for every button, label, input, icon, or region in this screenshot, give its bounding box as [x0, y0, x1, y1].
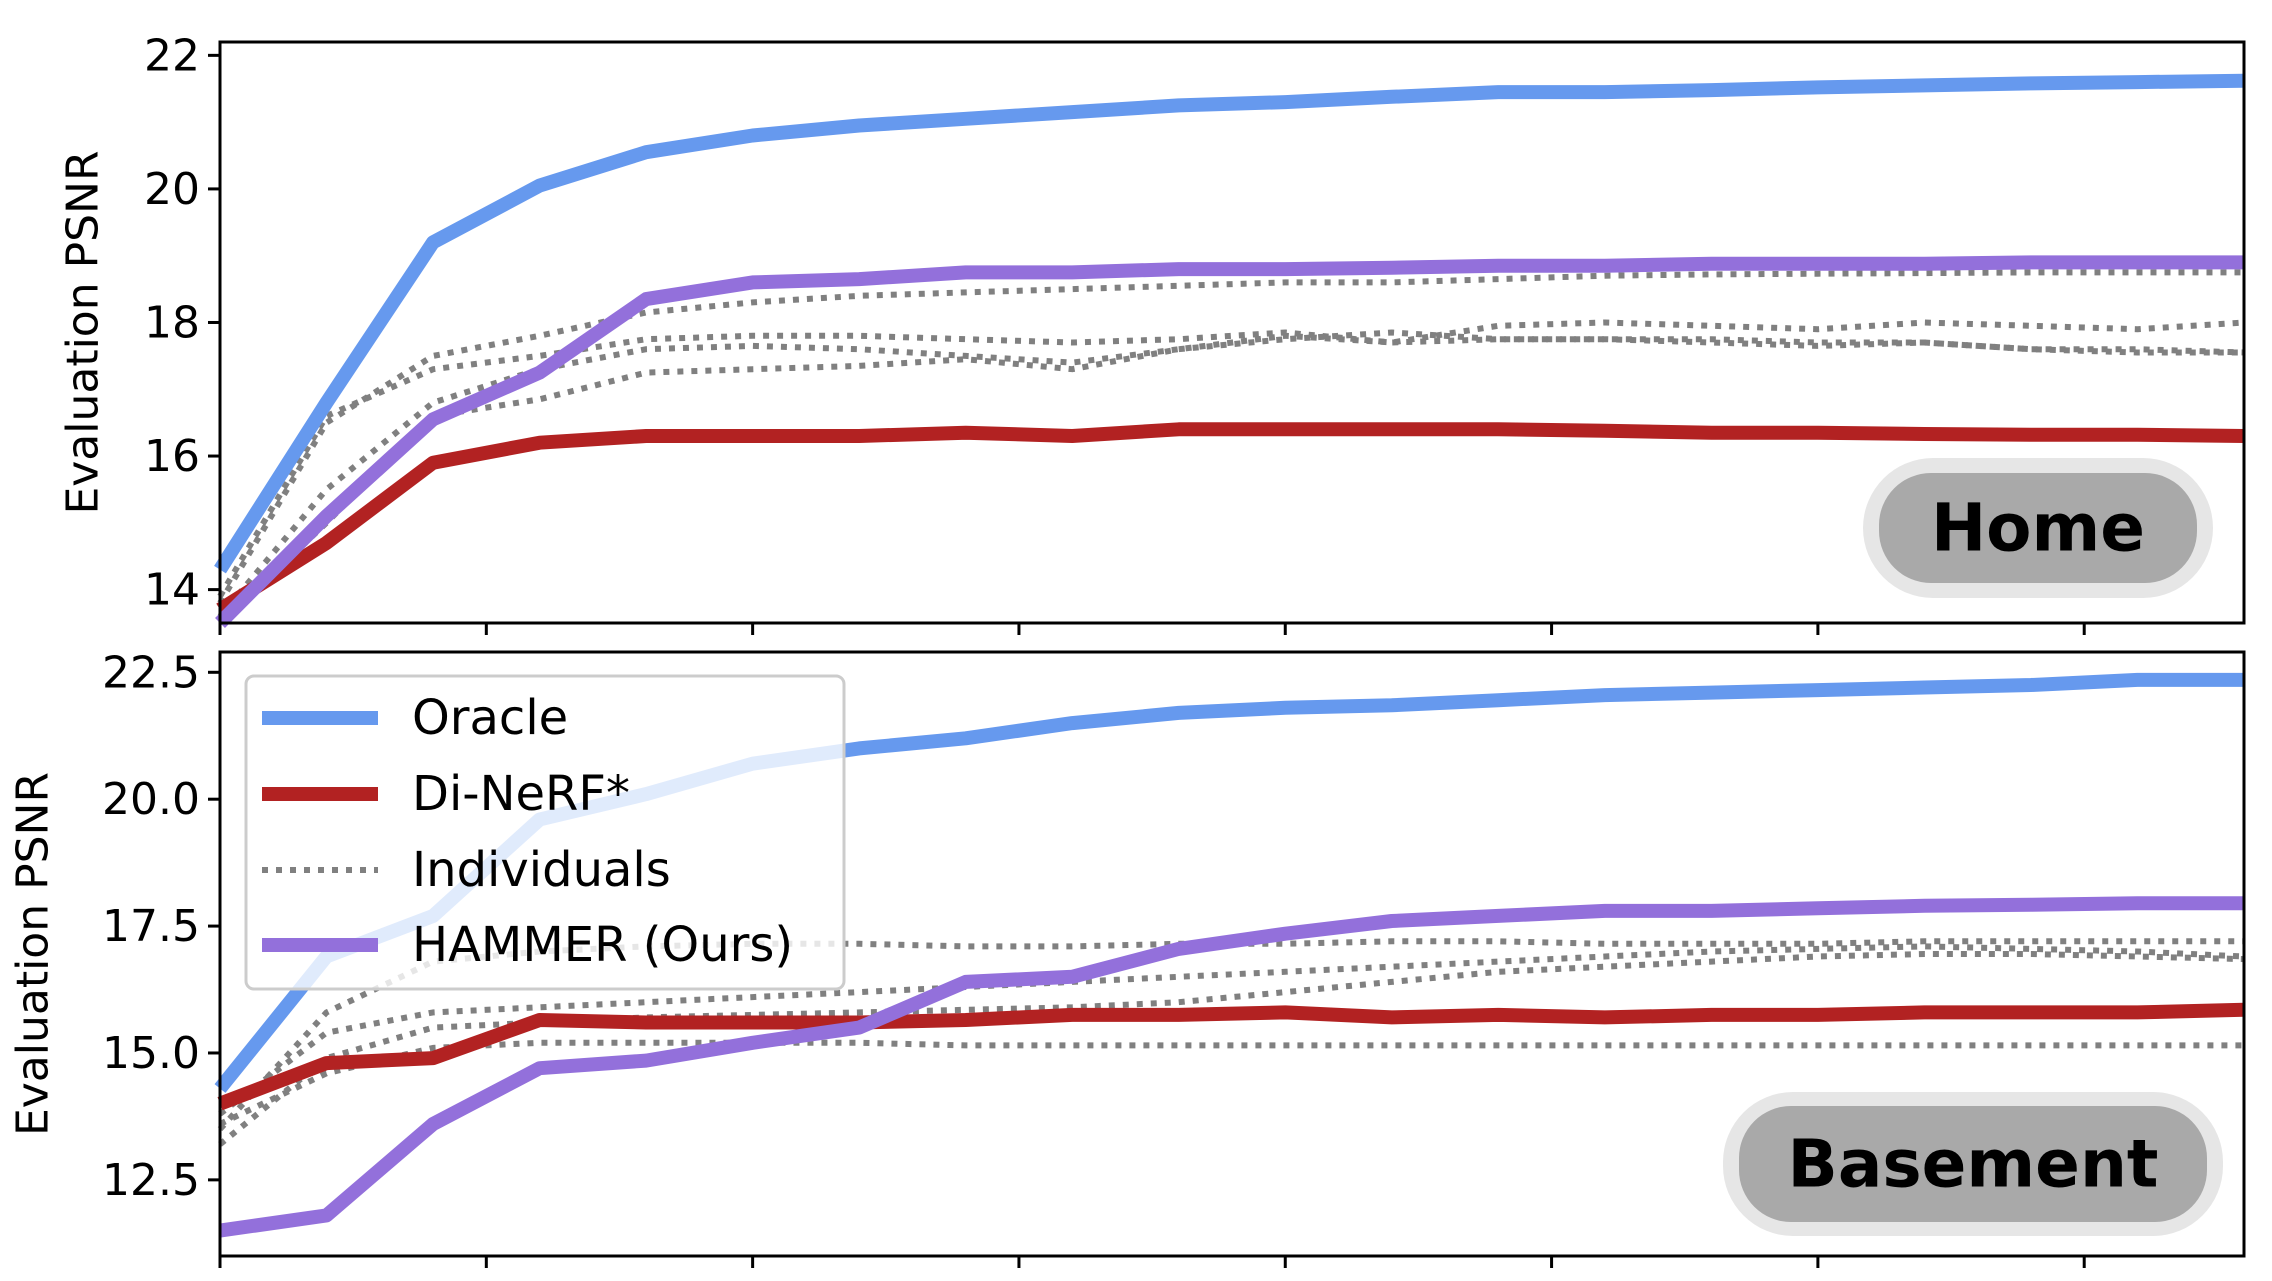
badge-label-basement: Basement	[1788, 1126, 2159, 1203]
x-tick-label: 12500	[1482, 1278, 1622, 1281]
series-line-dinerf-1	[217, 1002, 2245, 1111]
x-tick-label: 10000	[1215, 1278, 1355, 1281]
series-line-hammer-6	[219, 896, 2244, 1238]
y-axis-label-home: Evaluation PSNR	[57, 150, 108, 514]
badge-inner-basement	[1739, 1106, 2207, 1222]
legend-box	[244, 674, 846, 991]
series-line-individuals-5	[217, 329, 2245, 626]
y-tick-label: 22	[144, 30, 200, 81]
y-tick-label: 14	[144, 565, 200, 616]
series-line-individuals-4	[217, 319, 2245, 619]
x-tick-label: 7500	[963, 1278, 1075, 1281]
y-tick-label: 17.5	[102, 901, 200, 952]
series-line-hammer-6	[215, 255, 2244, 628]
y-tick-label: 16	[144, 431, 200, 482]
x-ticks-basement: 0 2500 5000 7500 10000 12500 15000 17500	[206, 1256, 2154, 1281]
x-tick-label: 17500	[2014, 1278, 2154, 1281]
badge-inner-home	[1879, 473, 2197, 583]
y-tick-label: 20	[144, 164, 200, 215]
legend-label-hammer: HAMMER (Ours)	[412, 917, 793, 973]
y-tick-label: 20.0	[102, 774, 200, 825]
plot-frame-basement	[218, 650, 2246, 1258]
badge-label-home: Home	[1931, 490, 2145, 567]
legend-label-individuals: Individuals	[412, 842, 671, 898]
series-line-individuals-2	[217, 269, 2244, 605]
series-line-individuals-2	[217, 938, 2244, 1132]
x-tick-label: 5000	[697, 1278, 809, 1281]
series-group-home	[214, 73, 2245, 628]
panel-basement: 12.5 15.0 17.5 20.0 22.5 0 2500 5000 7500 10000 1…	[7, 647, 2246, 1281]
y-ticks-home: 14 16 18 20 22	[144, 30, 220, 616]
x-tick-label: 0	[206, 1278, 234, 1281]
y-ticks-basement: 12.5 15.0 17.5 20.0 22.5	[102, 647, 220, 1206]
legend-label-dinerf: Di-NeRF*	[412, 766, 630, 822]
series-line-individuals-3	[218, 943, 2245, 1117]
series-line-oracle-0	[214, 73, 2245, 574]
series-line-individuals-5	[218, 1039, 2244, 1127]
y-tick-label: 15.0	[102, 1028, 200, 1079]
y-tick-label: 18	[144, 297, 200, 348]
series-line-dinerf-1	[216, 422, 2245, 616]
legend: Oracle Di-NeRF* Individuals HAMMER (Ours…	[244, 674, 846, 991]
y-tick-label: 12.5	[102, 1155, 200, 1206]
badge-home: Home	[1863, 458, 2213, 598]
legend-label-oracle: Oracle	[412, 690, 568, 746]
plot-frame-home	[218, 40, 2246, 625]
y-axis-label-basement: Evaluation PSNR	[7, 772, 58, 1136]
y-tick-label: 22.5	[102, 647, 200, 698]
x-ticks-home	[218, 623, 2086, 635]
x-tick-label: 15000	[1748, 1278, 1888, 1281]
badge-basement: Basement	[1723, 1092, 2223, 1236]
series-line-individuals-4	[218, 951, 2245, 1147]
x-tick-label: 2500	[430, 1278, 542, 1281]
panel-home: 14 16 18 20 22 Evaluation PSNR Home	[57, 30, 2246, 635]
